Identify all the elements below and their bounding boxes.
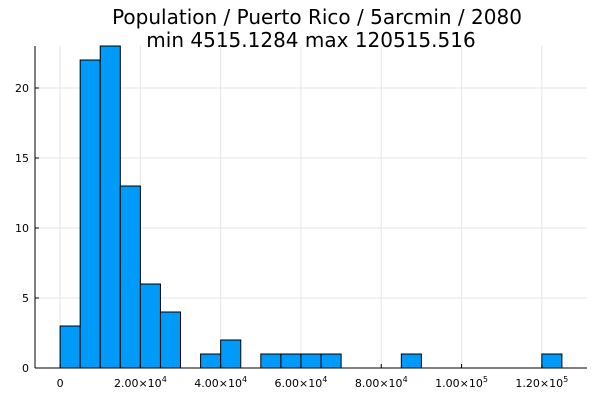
x-tick-mantissa: 1.00×10: [435, 377, 483, 390]
y-tick-label: 15: [15, 152, 29, 165]
x-tick-exponent: 5: [483, 375, 488, 384]
histogram-bar: [300, 353, 322, 369]
x-tick-label: 0: [57, 377, 64, 390]
y-tick-label: 10: [15, 222, 29, 235]
x-tick-exponent: 4: [403, 375, 408, 384]
x-tick-exponent: 5: [563, 375, 568, 384]
x-tick-exponent: 4: [322, 375, 327, 384]
histogram-bar: [400, 353, 422, 369]
x-tick-mantissa: 8.00×10: [355, 377, 403, 390]
grid-layer: [35, 46, 587, 369]
chart-title-line-1: Population / Puerto Rico / 5arcmin / 208…: [112, 5, 522, 29]
histogram-bar: [220, 339, 242, 369]
histogram-bar: [541, 353, 563, 369]
x-tick-mantissa: 6.00×10: [275, 377, 323, 390]
histogram-bar: [59, 325, 81, 369]
x-tick-label: 2.00×104: [114, 375, 167, 390]
x-tick-label: 6.00×104: [275, 375, 328, 390]
x-tick-exponent: 4: [162, 375, 167, 384]
y-tick-label: 20: [15, 82, 29, 95]
histogram-bar: [139, 283, 161, 369]
x-tick-label: 8.00×104: [355, 375, 408, 390]
histogram-bar: [159, 311, 182, 369]
x-tick-mantissa: 4.00×10: [194, 377, 242, 390]
x-tick-label: 4.00×104: [194, 375, 247, 390]
axis-layer: [34, 46, 587, 369]
y-tick-label: 0: [22, 362, 29, 375]
histogram-bar: [119, 185, 141, 369]
histogram-bar: [260, 353, 282, 369]
chart-title-line-2: min 4515.1284 max 120515.516: [146, 28, 475, 52]
histogram-bar: [200, 353, 222, 369]
histogram-bar: [79, 59, 101, 369]
tick-label-layer: 0 2.00×104 4.00×104 6.00×104 8.00×104 1.00×10…: [15, 82, 568, 390]
histogram-bar: [99, 45, 121, 369]
x-tick-label: 1.20×105: [515, 375, 568, 390]
histogram-bar: [320, 353, 342, 369]
histogram-bar: [280, 353, 302, 369]
x-tick-mantissa: 0: [57, 377, 64, 390]
x-tick-label: 1.00×105: [435, 375, 488, 390]
x-tick-mantissa: 2.00×10: [114, 377, 162, 390]
x-tick-exponent: 4: [242, 375, 247, 384]
y-tick-label: 5: [22, 292, 29, 305]
bar-layer: [59, 45, 563, 369]
x-tick-mantissa: 1.20×10: [515, 377, 563, 390]
